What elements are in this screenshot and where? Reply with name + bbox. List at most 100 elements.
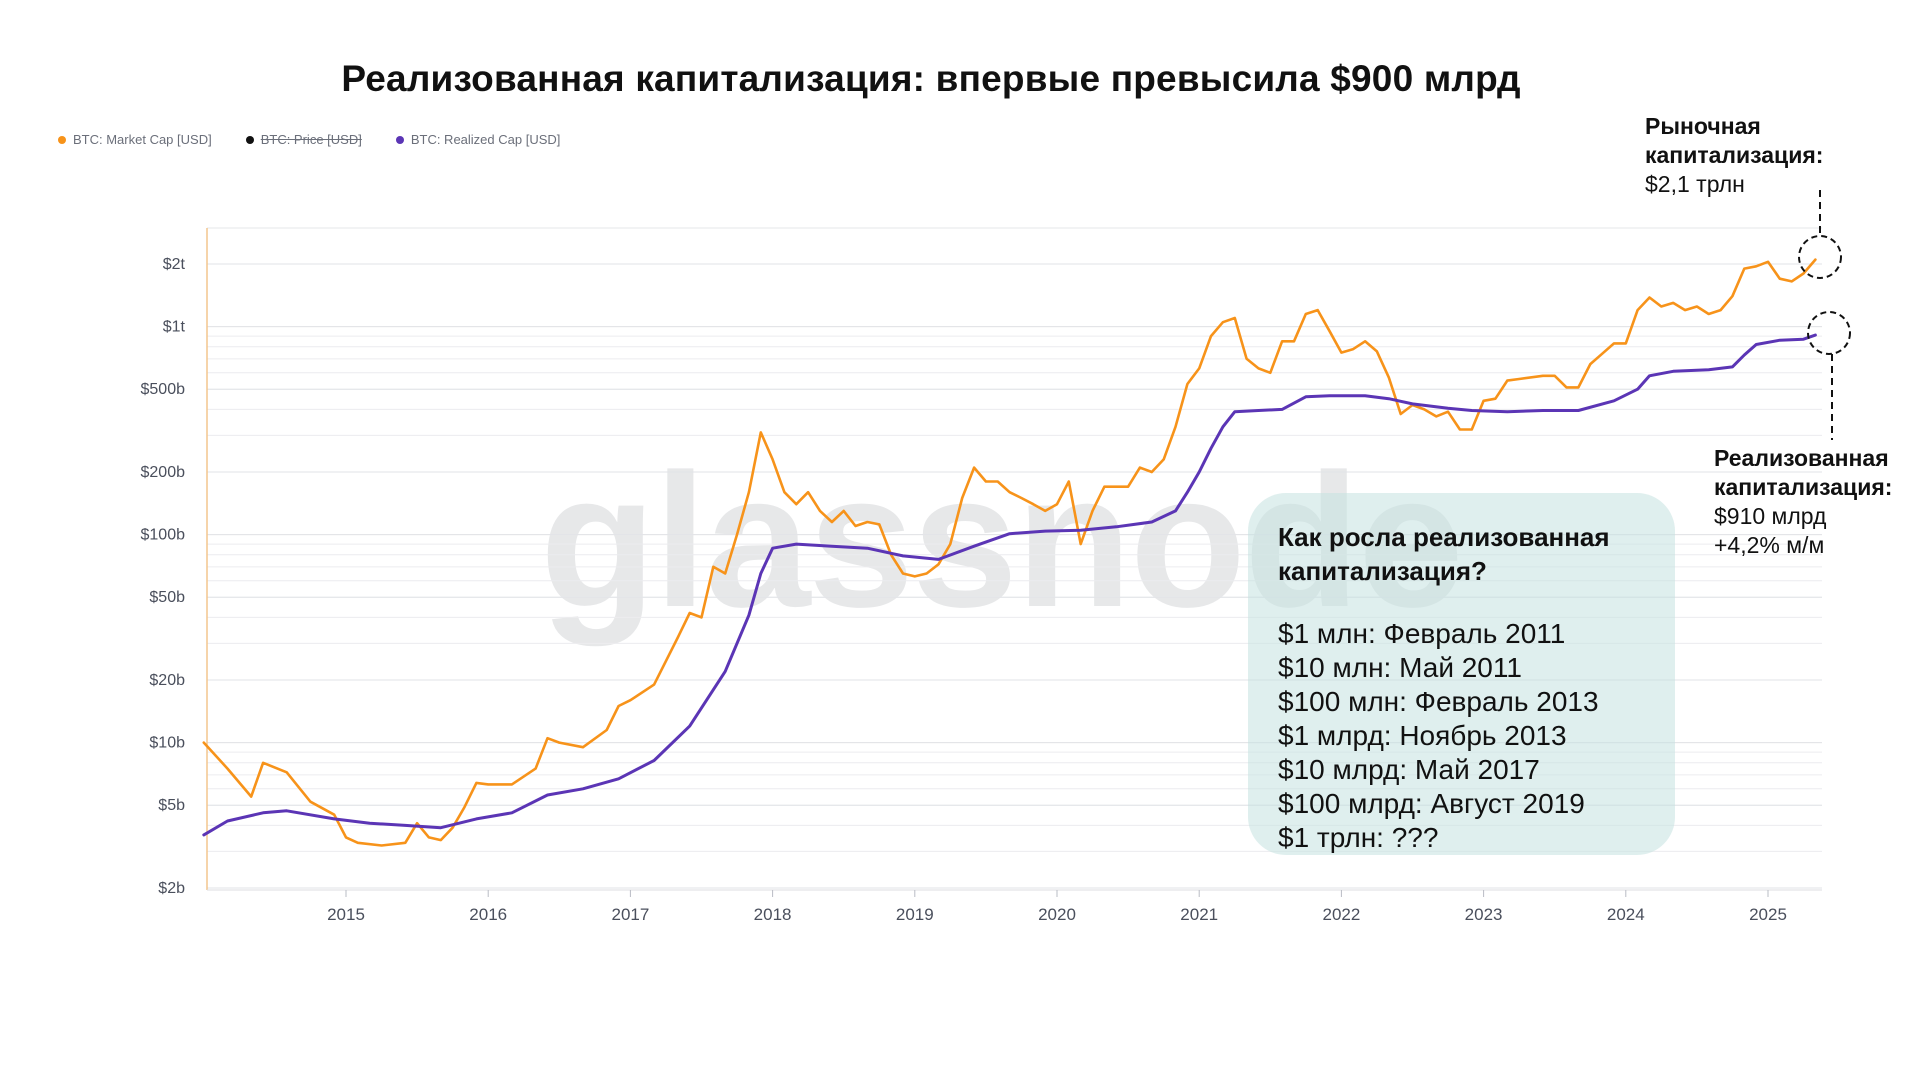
data-point-market-cap: [1139, 466, 1141, 469]
info-box-heading: Как росла реализованная капитализация?: [1278, 522, 1610, 586]
data-point-realized-cap: [1814, 334, 1817, 336]
data-point-market-cap: [416, 822, 418, 825]
data-point-realized-cap: [333, 818, 336, 820]
data-point-market-cap: [1127, 485, 1129, 488]
data-point-market-cap: [973, 466, 975, 469]
data-point-realized-cap: [1044, 530, 1047, 532]
y-tick-label: $50b: [149, 589, 185, 606]
y-tick-label: $2t: [163, 256, 186, 273]
data-point-market-cap: [831, 521, 833, 523]
data-point-market-cap: [1304, 313, 1307, 315]
data-point-realized-cap: [511, 811, 513, 814]
data-point-realized-cap: [1233, 410, 1236, 413]
data-point-realized-cap: [1198, 471, 1201, 473]
x-tick-label: 2020: [1038, 905, 1076, 924]
data-point-market-cap: [1174, 425, 1177, 428]
data-point-market-cap: [1186, 383, 1189, 385]
legend-item-price[interactable]: BTC: Price [USD]: [245, 132, 362, 147]
data-point-realized-cap: [262, 811, 264, 814]
data-point-market-cap: [1814, 258, 1817, 261]
x-tick-label: 2023: [1465, 905, 1503, 924]
data-point-realized-cap: [724, 670, 727, 673]
data-point-realized-cap: [1755, 343, 1758, 346]
data-point-market-cap: [1340, 351, 1343, 354]
data-point-realized-cap: [771, 547, 774, 550]
data-point-market-cap: [985, 480, 987, 483]
data-point-market-cap: [428, 836, 430, 839]
data-point-market-cap: [1044, 510, 1047, 512]
data-point-market-cap: [1494, 397, 1497, 400]
data-point-realized-cap: [1506, 410, 1509, 413]
data-point-market-cap: [582, 746, 584, 749]
data-point-market-cap: [617, 705, 620, 707]
legend-item-market-cap[interactable]: BTC: Market Cap [USD]: [58, 132, 212, 147]
data-point-realized-cap: [1186, 491, 1189, 494]
x-tick-label: 2024: [1607, 905, 1645, 924]
data-point-market-cap: [842, 510, 845, 512]
x-tick-label: 2025: [1749, 905, 1787, 924]
y-tick-label: $100b: [141, 527, 186, 544]
data-point-market-cap: [1470, 428, 1473, 431]
data-point-realized-cap: [617, 777, 620, 780]
data-point-market-cap: [487, 783, 490, 786]
data-point-market-cap: [1067, 480, 1070, 483]
data-point-market-cap: [783, 491, 786, 494]
x-tick-label: 2022: [1322, 905, 1360, 924]
x-tick-label: 2017: [611, 905, 649, 924]
data-point-market-cap: [1020, 497, 1023, 499]
data-point-realized-cap: [1281, 408, 1283, 411]
data-point-realized-cap: [1778, 339, 1781, 342]
data-point-realized-cap: [1328, 394, 1331, 397]
data-point-market-cap: [534, 767, 537, 770]
data-point-realized-cap: [1707, 368, 1710, 371]
data-point-realized-cap: [1174, 510, 1177, 512]
data-point-realized-cap: [1115, 525, 1118, 528]
data-point-market-cap: [309, 800, 312, 803]
data-point-market-cap: [558, 741, 561, 744]
y-tick-label: $2b: [158, 880, 185, 897]
data-point-market-cap: [463, 806, 466, 808]
data-point-realized-cap: [582, 787, 584, 790]
milestone-line: $10 млрд: Май 2017: [1278, 754, 1540, 785]
data-point-market-cap: [356, 841, 359, 844]
data-point-realized-cap: [1411, 403, 1414, 405]
realized-cap-callout-value: $910 млрд: [1714, 503, 1827, 529]
realized-cap-callout: Реализованная капитализация: $910 млрд +…: [1714, 444, 1914, 560]
data-point-market-cap: [1245, 357, 1248, 360]
data-point-market-cap: [1364, 340, 1366, 343]
milestone-line: $1 млн: Февраль 2011: [1278, 618, 1566, 649]
data-point-market-cap: [1352, 348, 1355, 350]
data-point-market-cap: [819, 510, 821, 512]
data-point-market-cap: [1091, 510, 1094, 512]
data-point-market-cap: [700, 616, 703, 619]
data-point-market-cap: [1233, 317, 1236, 319]
milestone-line: $100 млн: Февраль 2013: [1278, 686, 1599, 717]
data-point-market-cap: [629, 699, 632, 702]
data-point-market-cap: [345, 836, 347, 839]
data-point-market-cap: [1399, 413, 1402, 415]
data-point-market-cap: [1482, 399, 1485, 402]
data-point-market-cap: [1293, 340, 1295, 343]
data-point-market-cap: [1542, 374, 1544, 377]
data-point-realized-cap: [1079, 529, 1082, 532]
data-point-market-cap: [1636, 309, 1639, 311]
legend-label-market-cap: BTC: Market Cap [USD]: [73, 132, 212, 147]
data-point-realized-cap: [1222, 425, 1224, 428]
series-layer: [202, 258, 1817, 847]
y-tick-label: $200b: [141, 464, 186, 481]
data-point-market-cap: [1719, 309, 1722, 311]
legend-dot-price: [245, 135, 254, 144]
data-point-market-cap: [1316, 309, 1319, 311]
data-point-market-cap: [1056, 503, 1058, 506]
info-box-milestones: $1 млн: Февраль 2011 $10 млн: Май 2011 $…: [1278, 617, 1599, 855]
page-title: Реализованная капитализация: впервые пре…: [341, 58, 1521, 99]
data-point-realized-cap: [1257, 409, 1260, 412]
data-point-market-cap: [285, 771, 288, 774]
data-point-market-cap: [1577, 386, 1580, 389]
legend-item-realized-cap[interactable]: BTC: Realized Cap [USD]: [395, 132, 560, 147]
data-point-realized-cap: [795, 543, 798, 545]
data-point-market-cap: [546, 737, 549, 740]
data-point-market-cap: [913, 575, 916, 578]
data-point-market-cap: [380, 844, 383, 847]
data-point-market-cap: [1459, 428, 1461, 431]
